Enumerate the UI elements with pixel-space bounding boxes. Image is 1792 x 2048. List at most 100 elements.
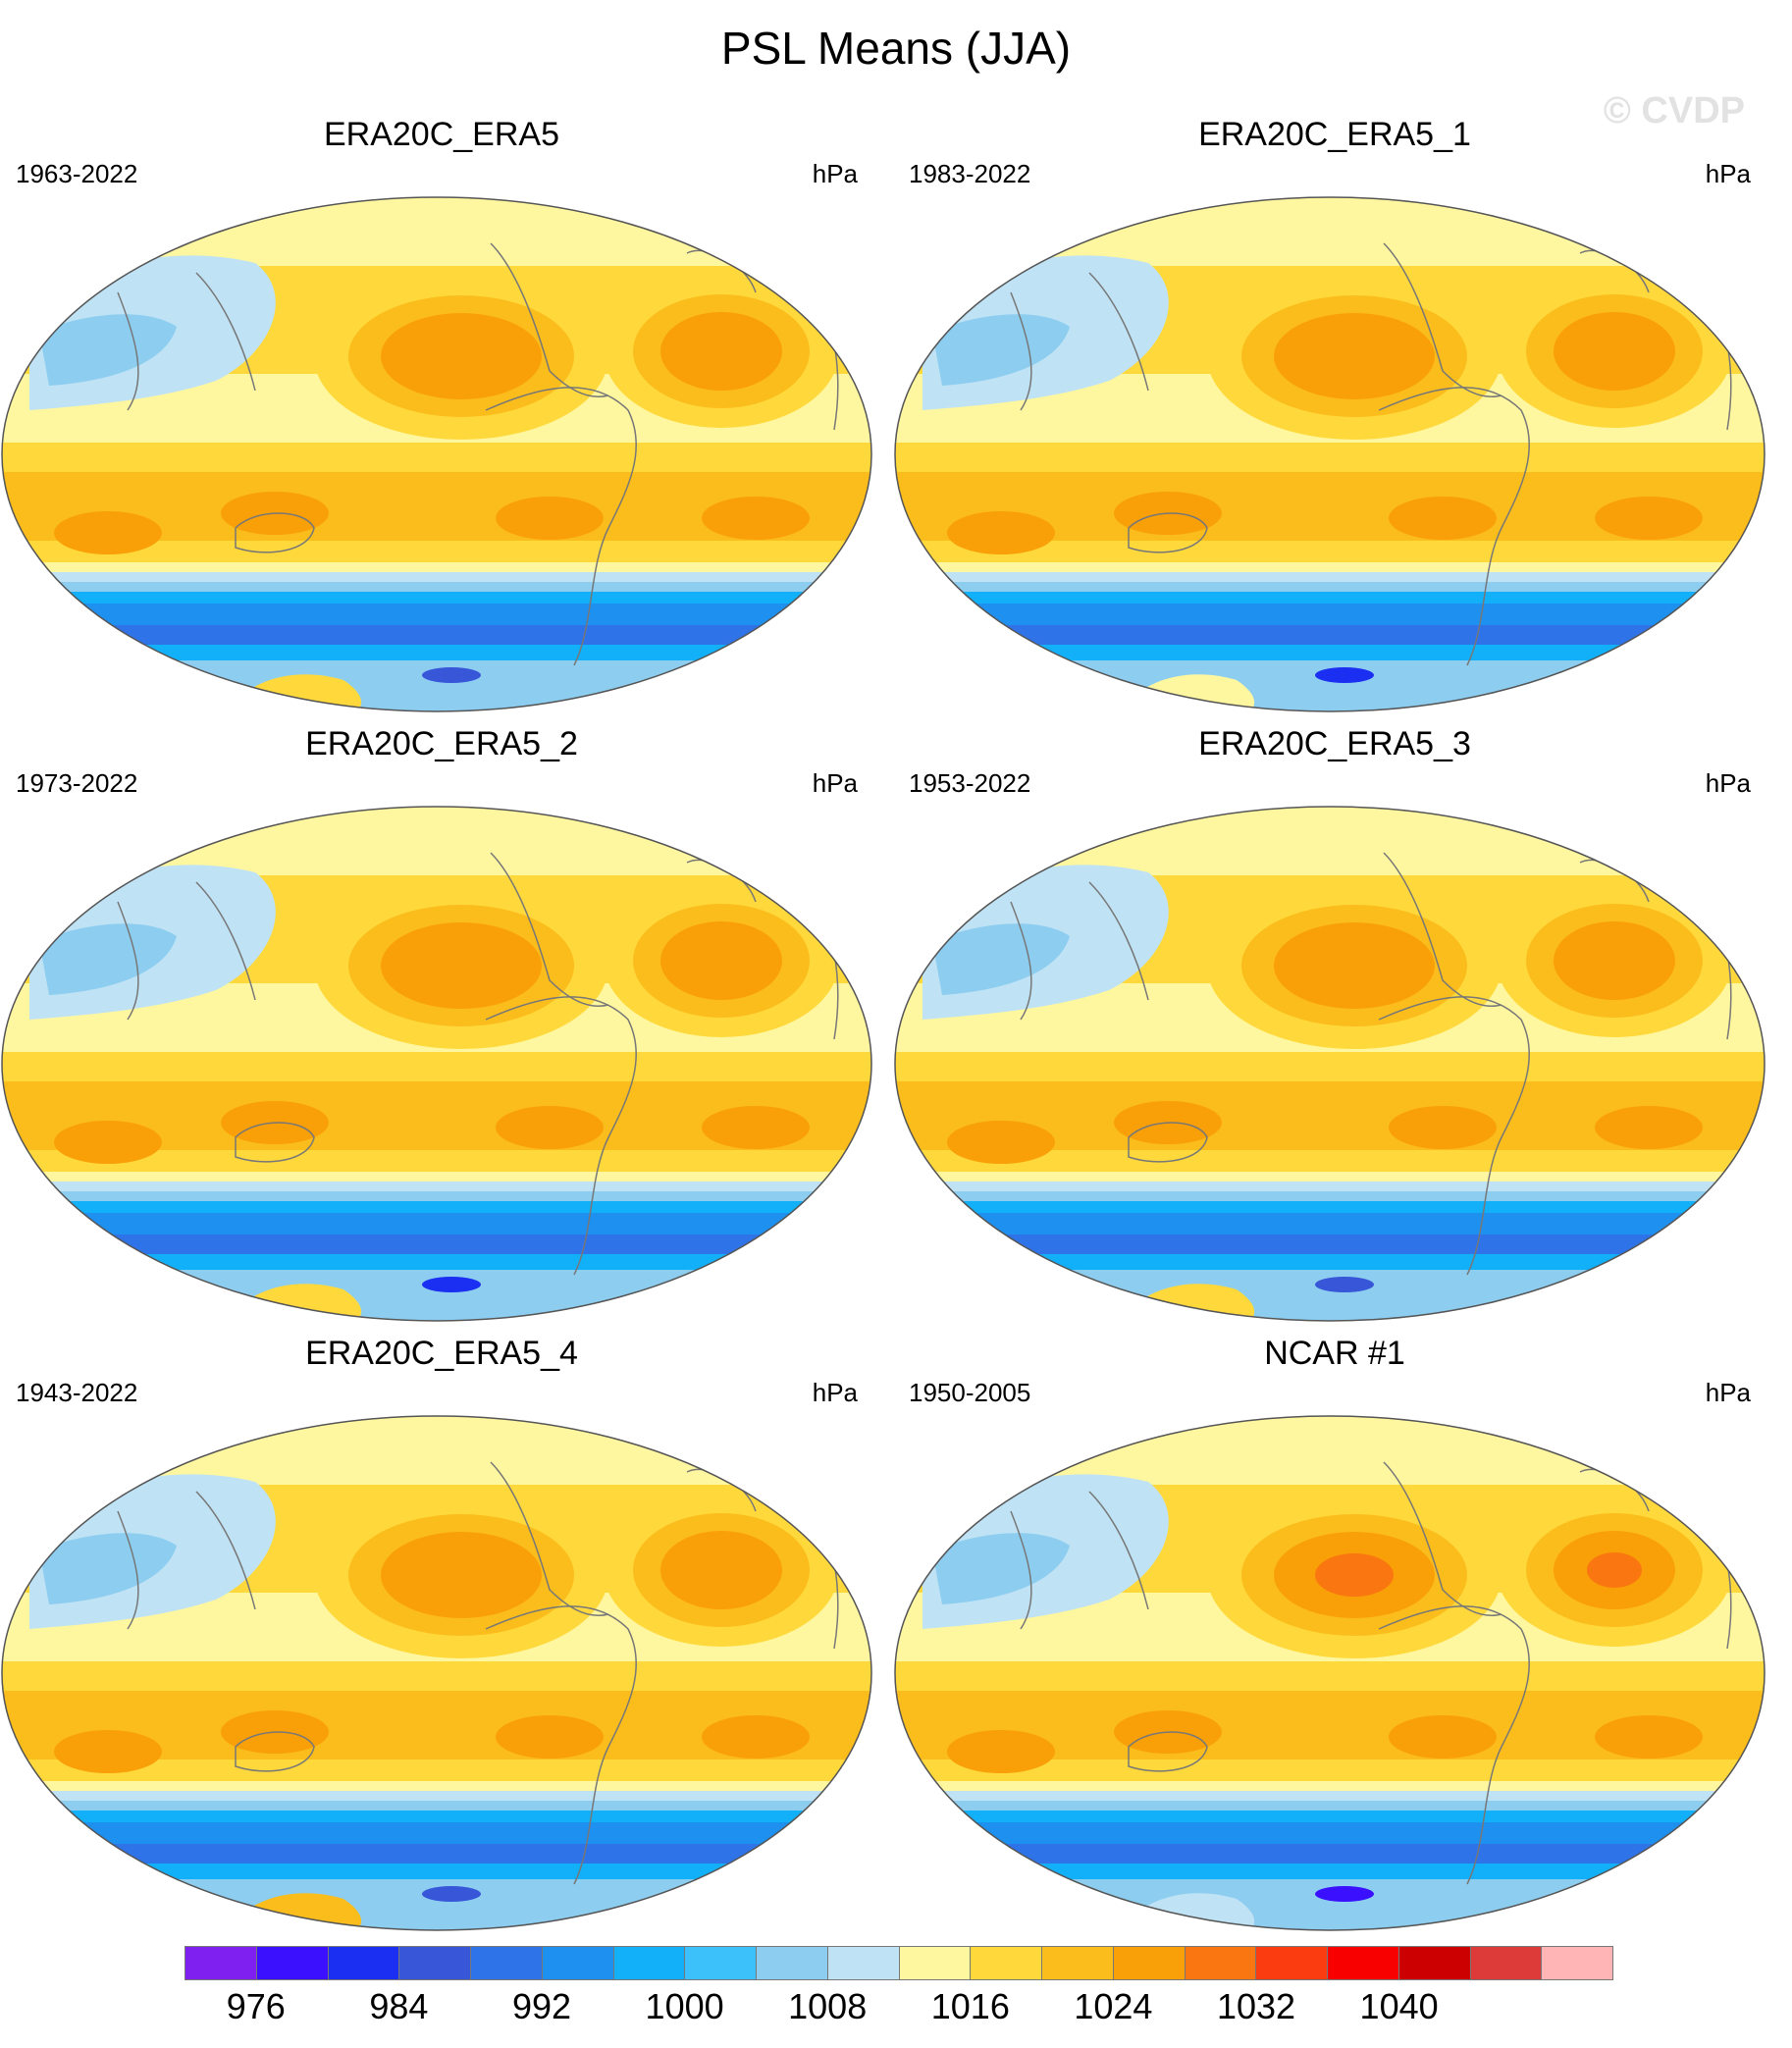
pressure-band — [895, 625, 1765, 645]
southern-ocean-low — [422, 1277, 481, 1292]
colorbar-box — [1113, 1947, 1186, 1979]
pressure-band — [2, 1052, 871, 1081]
asian-low-core — [39, 923, 177, 995]
colorbar-box — [256, 1947, 329, 1979]
map-panel: ERA20C_ERA5_4 1943-2022 hPa — [0, 1335, 883, 1931]
pressure-band — [2, 645, 871, 660]
southern-high — [54, 1121, 162, 1164]
pressure-band — [2, 472, 871, 494]
pressure-band — [895, 1052, 1765, 1081]
coastline — [1378, 387, 1530, 666]
pressure-band — [895, 645, 1765, 660]
map-outline — [1, 196, 872, 712]
colorbar-box — [827, 1947, 900, 1979]
colorbar-tick-label: 1016 — [930, 1986, 1010, 2026]
pressure-band — [2, 604, 871, 625]
southern-ocean-low — [422, 667, 481, 683]
coastline — [490, 852, 609, 1007]
coastline — [1383, 852, 1502, 1007]
asian-low-core — [932, 1533, 1070, 1604]
southern-high — [702, 497, 810, 540]
map-outline — [1, 1415, 872, 1931]
southern-high — [1595, 1106, 1703, 1149]
southern-high — [496, 1106, 604, 1149]
atlantic-high-contour — [660, 1531, 782, 1609]
pressure-band — [2, 443, 871, 472]
panel-title: ERA20C_ERA5_4 — [305, 1335, 578, 1372]
colorbar-box — [1256, 1947, 1328, 1979]
asian-low-core — [932, 314, 1070, 386]
coastline — [117, 881, 256, 1021]
pressure-band — [2, 1844, 871, 1864]
southern-high — [702, 1715, 810, 1759]
pressure-band — [2, 1791, 871, 1801]
pressure-band — [895, 541, 1765, 562]
pressure-band — [895, 472, 1765, 494]
pressure-band — [895, 604, 1765, 625]
panel-units: hPa — [1705, 159, 1751, 188]
pressure-band — [2, 541, 871, 562]
panel-years: 1983-2022 — [909, 159, 1031, 188]
map-field — [894, 806, 1766, 1322]
pressure-band — [2, 1759, 871, 1781]
southern-high — [947, 1730, 1055, 1773]
pressure-band — [895, 1081, 1765, 1103]
pressure-band — [895, 562, 1765, 572]
colorbar-box — [685, 1947, 757, 1979]
atlantic-high-contour — [1554, 312, 1675, 391]
pacific-high-contour — [381, 922, 542, 1009]
colorbar-box — [1185, 1947, 1257, 1979]
southern-high — [1389, 1715, 1497, 1759]
colorbar-tick-label: 1040 — [1359, 1986, 1439, 2026]
pressure-band — [895, 1234, 1765, 1254]
colorbar-box — [1470, 1947, 1543, 1979]
map-field — [894, 196, 1766, 712]
colorbar-tick-label: 984 — [369, 1986, 429, 2026]
pressure-band — [2, 807, 871, 875]
pressure-band — [895, 1201, 1765, 1213]
pressure-band — [2, 1234, 871, 1254]
map-field — [1, 1415, 872, 1931]
pressure-band — [895, 1822, 1765, 1844]
panel-years: 1973-2022 — [16, 768, 138, 798]
colorbar-tick-labels: 976 984 992 1000 1008 1016 1024 1032 1040 — [0, 1986, 1792, 2035]
pressure-band — [2, 582, 871, 592]
southern-ocean-low — [1315, 1277, 1374, 1292]
coastline — [235, 1122, 315, 1163]
map-outline — [894, 1415, 1766, 1931]
coastline — [117, 1491, 256, 1630]
colorbar-box — [613, 1947, 686, 1979]
colorbar-tick-label: 976 — [226, 1986, 286, 2026]
pressure-band — [895, 443, 1765, 472]
pressure-band — [895, 582, 1765, 592]
colorbar-box — [471, 1947, 543, 1979]
southern-high — [1389, 497, 1497, 540]
colorbar-tick-label: 1024 — [1074, 1986, 1153, 2026]
pressure-band — [895, 1172, 1765, 1182]
watermark: © CVDP — [1603, 90, 1745, 131]
pressure-band — [2, 1081, 871, 1103]
pressure-band — [2, 1416, 871, 1485]
coastline — [1010, 881, 1149, 1021]
coastline — [485, 387, 637, 666]
colorbar-box — [1398, 1947, 1471, 1979]
colorbar — [184, 1946, 1613, 1980]
map-outline — [894, 806, 1766, 1322]
coastline — [235, 512, 315, 553]
colorbar-box — [1042, 1947, 1114, 1979]
panel-units: hPa — [1705, 1378, 1751, 1407]
pressure-band — [895, 1864, 1765, 1879]
pressure-band — [2, 1781, 871, 1791]
colorbar-box — [971, 1947, 1042, 1979]
asian-low-core — [39, 314, 177, 386]
pressure-band — [2, 562, 871, 572]
pressure-band — [2, 1182, 871, 1191]
pressure-band — [895, 807, 1765, 875]
southern-ocean-low — [1315, 667, 1374, 683]
pressure-band — [2, 1254, 871, 1270]
pressure-band — [895, 1811, 1765, 1822]
coastline — [1378, 996, 1530, 1276]
atlantic-high-contour — [660, 921, 782, 1000]
asian-low-core — [39, 1533, 177, 1604]
southern-high — [1595, 1715, 1703, 1759]
